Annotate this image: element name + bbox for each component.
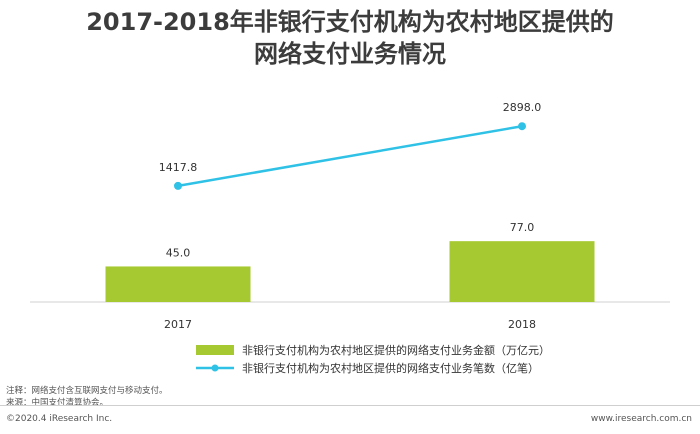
- bar-2018: [449, 241, 595, 302]
- chart-title: 2017-2018年非银行支付机构为农村地区提供的 网络支付业务情况: [0, 6, 700, 70]
- line-label-2018: 2898.0: [503, 101, 542, 114]
- bar-label-2017: 45.0: [166, 246, 191, 259]
- footer-divider: [0, 405, 700, 406]
- chart-area: 45.0 77.0 1417.8 2898.0 2017 2018 非银行支付机构为农村地区…: [30, 101, 670, 375]
- footer-website: www.iresearch.com.cn: [590, 414, 692, 424]
- x-tick-2018: 2018: [508, 318, 536, 331]
- legend-swatch-bar: [196, 345, 234, 355]
- bar-label-2018: 77.0: [510, 221, 535, 234]
- legend-label-bar: 非银行支付机构为农村地区提供的网络支付业务金额（万亿元）: [242, 343, 550, 357]
- line-point-2018: [518, 122, 526, 131]
- footer-copyright: ©2020.4 iResearch Inc.: [6, 414, 113, 424]
- chart-note: 注释：网络支付含互联网支付与移动支付。: [6, 386, 168, 396]
- line-label-2017: 1417.8: [159, 161, 198, 174]
- line-point-2017: [174, 181, 182, 190]
- x-tick-2017: 2017: [164, 318, 192, 331]
- chart-title-line1: 2017-2018年非银行支付机构为农村地区提供的: [86, 8, 614, 36]
- legend-label-line: 非银行支付机构为农村地区提供的网络支付业务笔数（亿笔）: [242, 361, 539, 375]
- chart-title-line2: 网络支付业务情况: [254, 40, 446, 68]
- bar-2017: [105, 266, 251, 302]
- legend-swatch-line-marker: [211, 364, 219, 372]
- chart-source: 来源：中国支付清算协会。: [6, 398, 109, 408]
- series-line: [177, 124, 523, 188]
